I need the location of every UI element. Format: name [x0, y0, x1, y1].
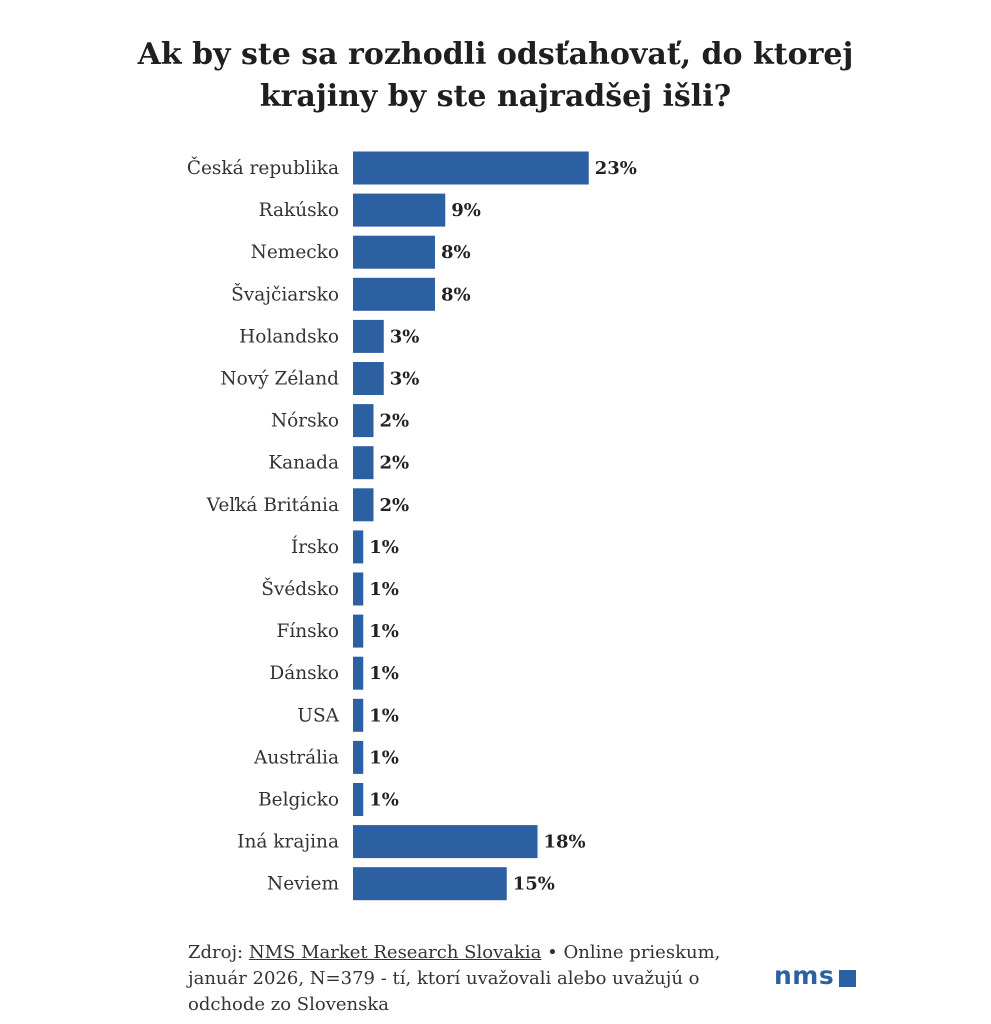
- value-label: 1%: [369, 537, 399, 558]
- value-label: 18%: [544, 832, 586, 853]
- bar: [353, 740, 364, 774]
- category-label: Holandsko: [239, 326, 339, 347]
- logo-square-icon: [839, 969, 857, 987]
- category-label: Česká republika: [187, 156, 339, 179]
- bar: [353, 867, 507, 901]
- source-details: • Online prieskum, január 2026, N=379 - …: [188, 942, 721, 1015]
- category-label: Dánsko: [269, 663, 339, 684]
- category-label: Nový Zéland: [220, 369, 339, 390]
- chart-title: Ak by ste sa rozhodli odsťahovať, do kto…: [0, 34, 991, 118]
- bar: [353, 656, 364, 690]
- bar: [353, 488, 374, 522]
- category-label: USA: [297, 705, 339, 726]
- value-label: 1%: [369, 663, 399, 684]
- value-label: 2%: [380, 495, 410, 516]
- value-label: 3%: [390, 369, 420, 390]
- category-label: Írsko: [291, 535, 339, 558]
- value-label: 1%: [369, 621, 399, 642]
- value-label: 9%: [451, 200, 481, 221]
- category-label: Švédsko: [261, 577, 339, 600]
- bar: [353, 319, 384, 353]
- bar: [353, 698, 364, 732]
- bar: [353, 235, 435, 269]
- category-label: Nemecko: [251, 242, 339, 263]
- category-label: Fínsko: [276, 621, 339, 642]
- category-label: Veľká Británia: [206, 495, 339, 516]
- value-label: 2%: [380, 453, 410, 474]
- value-label: 3%: [390, 326, 420, 347]
- source-note: Zdroj: NMS Market Research Slovakia • On…: [188, 940, 748, 1018]
- category-label: Austrália: [253, 747, 339, 768]
- value-label: 1%: [369, 705, 399, 726]
- category-label: Neviem: [267, 874, 339, 895]
- category-label: Rakúsko: [259, 200, 339, 221]
- source-link[interactable]: NMS Market Research Slovakia: [248, 942, 542, 963]
- category-label: Švajčiarsko: [231, 282, 339, 305]
- value-label: 1%: [369, 579, 399, 600]
- source-prefix: Zdroj:: [188, 942, 249, 963]
- category-label: Kanada: [268, 453, 339, 474]
- nms-logo: nms: [774, 961, 857, 990]
- category-label: Nórsko: [271, 411, 339, 432]
- chart-title-line-1: Ak by ste sa rozhodli odsťahovať, do kto…: [137, 37, 854, 72]
- chart-title-line-2: krajiny by ste najradšej išli?: [259, 79, 732, 114]
- value-label: 8%: [441, 242, 471, 263]
- bar: [353, 277, 435, 311]
- bar: [353, 572, 364, 606]
- bar: [353, 446, 374, 480]
- category-label: Belgicko: [258, 790, 339, 811]
- bar: [353, 404, 374, 438]
- value-label: 1%: [369, 747, 399, 768]
- bar: [353, 193, 446, 227]
- bar: [353, 783, 364, 816]
- bar: [353, 362, 384, 395]
- bar: [353, 825, 538, 859]
- value-label: 23%: [595, 158, 637, 179]
- bar-chart: Česká republika 23% Rakúsko 9% Nemecko 8% Švaj…: [187, 151, 637, 901]
- category-label: Iná krajina: [237, 832, 339, 853]
- value-label: 1%: [369, 790, 399, 811]
- value-label: 8%: [441, 284, 471, 305]
- bar: [353, 151, 589, 185]
- bar: [353, 530, 364, 564]
- bar: [353, 614, 364, 648]
- value-label: 15%: [513, 874, 555, 895]
- value-label: 2%: [380, 411, 410, 432]
- logo-text: nms: [774, 961, 835, 990]
